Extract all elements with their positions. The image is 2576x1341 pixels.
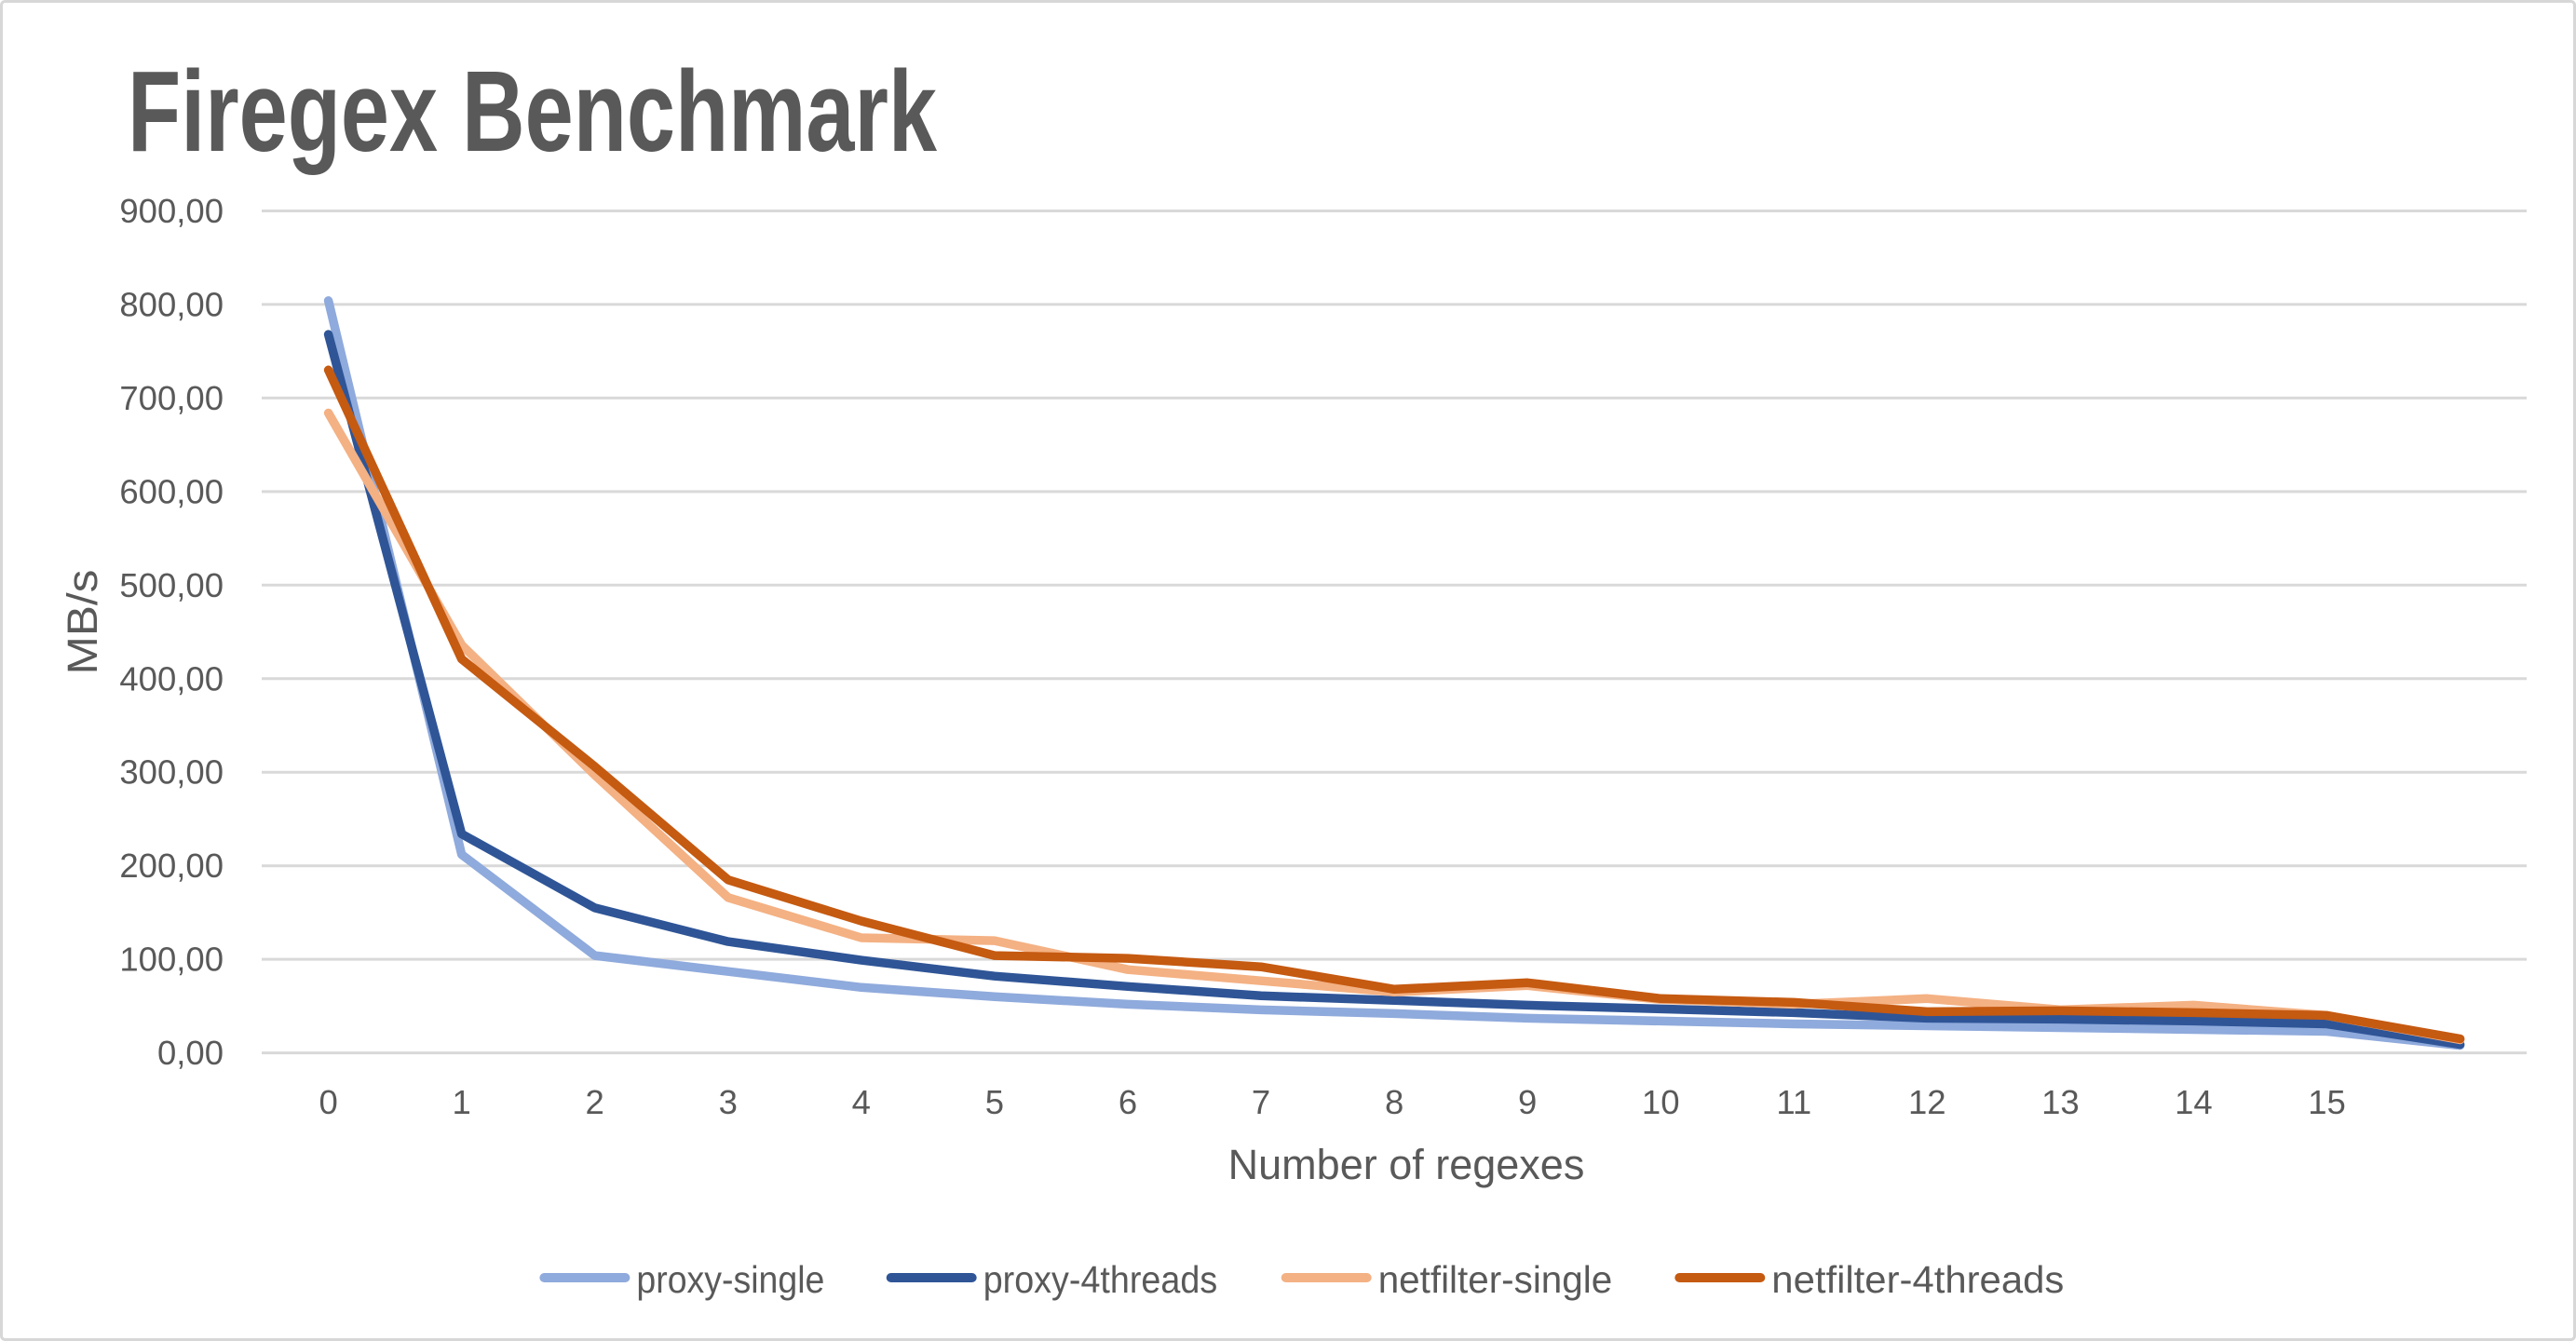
svg-text:500,00: 500,00 xyxy=(119,566,224,604)
svg-text:0: 0 xyxy=(319,1083,337,1121)
svg-text:Firegex Benchmark: Firegex Benchmark xyxy=(128,48,937,176)
svg-text:12: 12 xyxy=(1908,1083,1946,1121)
svg-text:0,00: 0,00 xyxy=(157,1034,224,1072)
svg-text:600,00: 600,00 xyxy=(119,472,224,510)
svg-text:200,00: 200,00 xyxy=(119,847,224,885)
svg-text:14: 14 xyxy=(2175,1083,2213,1121)
svg-text:700,00: 700,00 xyxy=(119,379,224,417)
svg-text:MB/s: MB/s xyxy=(59,570,106,675)
svg-text:4: 4 xyxy=(852,1083,871,1121)
svg-text:1: 1 xyxy=(453,1083,471,1121)
svg-text:13: 13 xyxy=(2041,1083,2080,1121)
svg-text:8: 8 xyxy=(1385,1083,1403,1121)
svg-text:100,00: 100,00 xyxy=(119,941,224,979)
svg-text:Number of regexes: Number of regexes xyxy=(1228,1141,1585,1188)
svg-text:proxy-4threads: proxy-4threads xyxy=(983,1258,1218,1301)
svg-text:proxy-single: proxy-single xyxy=(636,1258,824,1301)
svg-text:5: 5 xyxy=(985,1083,1004,1121)
svg-text:2: 2 xyxy=(586,1083,604,1121)
svg-text:9: 9 xyxy=(1518,1083,1537,1121)
svg-text:800,00: 800,00 xyxy=(119,285,224,323)
svg-text:400,00: 400,00 xyxy=(119,659,224,698)
svg-text:7: 7 xyxy=(1252,1083,1270,1121)
svg-text:11: 11 xyxy=(1776,1083,1811,1121)
svg-text:netfilter-4threads: netfilter-4threads xyxy=(1771,1258,2064,1301)
svg-text:3: 3 xyxy=(719,1083,738,1121)
svg-text:6: 6 xyxy=(1119,1083,1137,1121)
svg-text:10: 10 xyxy=(1642,1083,1680,1121)
svg-text:15: 15 xyxy=(2308,1083,2346,1121)
svg-text:300,00: 300,00 xyxy=(119,753,224,792)
svg-text:900,00: 900,00 xyxy=(119,192,224,230)
svg-text:netfilter-single: netfilter-single xyxy=(1378,1258,1613,1301)
